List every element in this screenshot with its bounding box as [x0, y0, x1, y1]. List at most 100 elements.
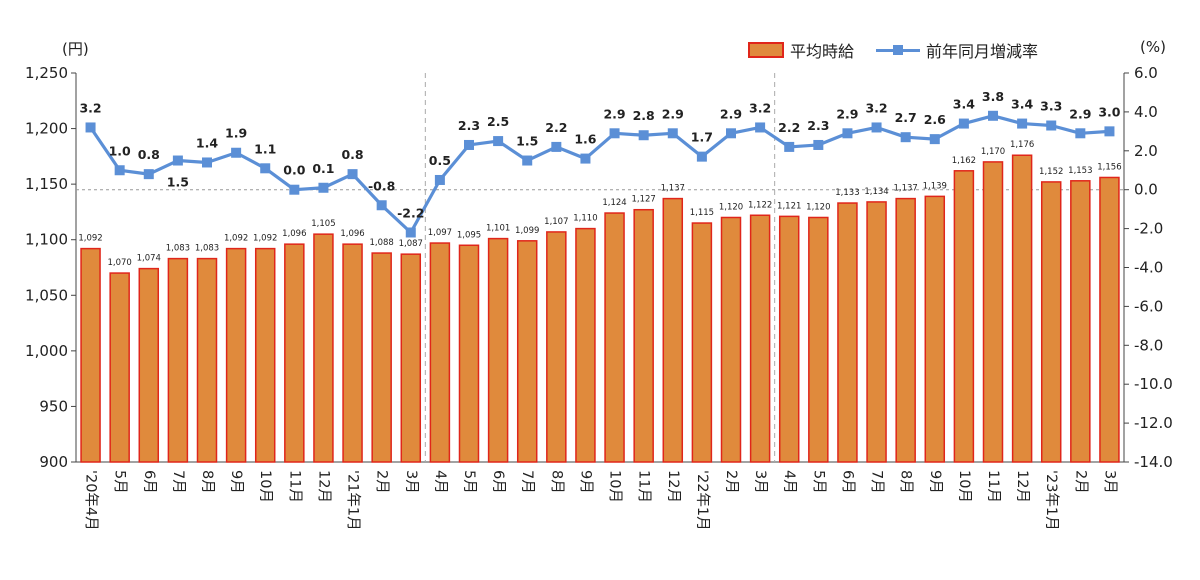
category-label: 11月 — [985, 470, 1001, 503]
bar-data-label: 1,070 — [107, 258, 131, 268]
bar — [138, 267, 160, 463]
right-tick-label: 2.0 — [1134, 142, 1158, 160]
bar-data-label: 1,087 — [399, 239, 423, 249]
line-point — [696, 151, 707, 162]
bar — [487, 237, 509, 463]
bar-data-label: 1,124 — [602, 198, 626, 208]
bar-data-label: 1,092 — [224, 234, 248, 244]
bar-data-label: 1,088 — [369, 238, 393, 248]
bar — [778, 215, 800, 463]
line-point — [1046, 120, 1057, 131]
line-data-label: 3.3 — [1040, 99, 1062, 114]
category-label: 6月 — [490, 470, 506, 494]
left-axis-unit: (円) — [62, 40, 89, 58]
line-point — [580, 153, 591, 164]
line-data-label: 1.5 — [516, 134, 538, 149]
left-tick-label: 950 — [39, 397, 68, 415]
line-data-label: 2.7 — [895, 110, 917, 125]
category-label: 8月 — [898, 470, 914, 494]
line-data-label: 1.4 — [196, 135, 218, 150]
line-point — [114, 165, 125, 176]
bar-data-label: 1,092 — [78, 234, 102, 244]
bar — [662, 197, 684, 463]
line-point — [347, 169, 358, 180]
bar — [516, 240, 538, 463]
legend: 平均時給 前年同月増減率 — [748, 38, 1060, 62]
category-label: 4月 — [781, 470, 797, 494]
bar — [575, 227, 596, 463]
line-point — [289, 184, 300, 195]
line-point — [85, 122, 96, 133]
category-label: 3月 — [1101, 470, 1117, 494]
category-label: 3月 — [752, 470, 768, 494]
legend-line-swatch — [876, 43, 921, 57]
line-data-label: 1.9 — [225, 126, 247, 141]
bar-data-label: 1,096 — [340, 229, 364, 239]
bar-data-label: 1,097 — [428, 228, 452, 238]
bar-data-label: 1,107 — [544, 217, 568, 227]
category-label: 2月 — [374, 470, 390, 494]
bar — [953, 170, 975, 463]
line-data-label: 2.3 — [458, 118, 480, 133]
line-point — [726, 128, 736, 139]
left-tick-label: 900 — [39, 453, 68, 471]
line-data-label: 3.0 — [1098, 104, 1120, 119]
category-label: 10月 — [956, 470, 972, 503]
line-point — [522, 155, 533, 166]
line-data-label: 0.0 — [283, 163, 305, 178]
category-label: 7月 — [869, 470, 885, 494]
right-tick-label: 4.0 — [1134, 103, 1158, 121]
bar — [546, 231, 567, 463]
bar — [458, 244, 480, 463]
line-point — [755, 122, 766, 133]
bar — [313, 233, 334, 463]
bar-data-label: 1,176 — [1010, 140, 1034, 150]
category-label: 9月 — [927, 470, 943, 494]
category-label: 9月 — [577, 470, 593, 494]
category-label: 6月 — [839, 470, 855, 494]
bar — [371, 252, 392, 463]
line-point — [813, 139, 824, 150]
line-point — [464, 139, 474, 150]
line-data-label: 3.2 — [749, 100, 771, 115]
line-data-label: 0.5 — [429, 153, 451, 168]
bar-data-label: 1,137 — [661, 184, 685, 194]
category-label: '23年1月 — [1043, 470, 1060, 531]
bar — [1099, 176, 1120, 463]
bar — [429, 242, 451, 463]
category-label: '21年1月 — [345, 470, 362, 531]
bar — [982, 161, 1004, 463]
category-label: 5月 — [810, 470, 826, 494]
bar — [225, 247, 247, 463]
bar — [342, 243, 363, 463]
category-label: 4月 — [432, 470, 448, 494]
bar — [749, 214, 771, 463]
category-label: 12月 — [1014, 470, 1030, 503]
line-point — [260, 163, 271, 174]
line-point — [376, 200, 387, 211]
line-point — [1017, 118, 1028, 129]
category-label: 10月 — [257, 470, 273, 503]
legend-item-line: 前年同月増減率 — [876, 38, 1038, 62]
line-point — [900, 132, 911, 143]
line-point — [143, 169, 154, 180]
bar-data-label: 1,156 — [1097, 162, 1121, 172]
line-point — [667, 128, 678, 139]
bar — [604, 212, 625, 463]
bar-data-label: 1,122 — [748, 200, 772, 210]
bar-data-label: 1,092 — [253, 234, 277, 244]
bar-data-label: 1,096 — [282, 229, 306, 239]
line-data-label: 1.1 — [254, 141, 276, 156]
line-data-label: 2.9 — [720, 106, 742, 121]
line-data-label: 1.5 — [167, 175, 189, 190]
line-data-label: 0.8 — [341, 147, 363, 162]
right-tick-label: -2.0 — [1134, 220, 1163, 238]
line-data-label: 1.7 — [691, 130, 713, 145]
line-data-label: 3.2 — [865, 100, 887, 115]
left-tick-label: 1,000 — [25, 342, 68, 360]
bar-data-label: 1,134 — [864, 187, 888, 197]
category-label: 6月 — [141, 470, 157, 494]
bar — [895, 197, 916, 463]
category-label: 8月 — [548, 470, 564, 494]
line-data-label: 2.9 — [662, 106, 684, 121]
